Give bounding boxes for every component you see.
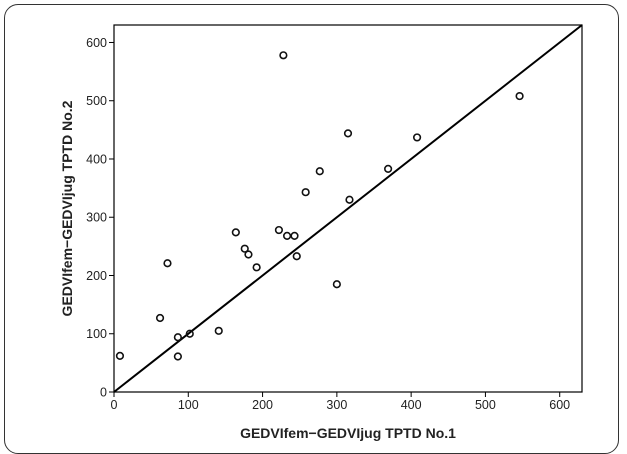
- x-tick-label: 200: [252, 398, 273, 412]
- data-point: [290, 231, 299, 240]
- x-axis-title: GEDVIfem−GEDVIjug TPTD No.1: [240, 425, 456, 441]
- y-axis-title: GEDVIfem−GEDVIjug TPTD No.2: [59, 100, 75, 316]
- y-axis: 0 100 200 300 400 500 600: [86, 36, 114, 400]
- x-tick-label: 100: [178, 398, 199, 412]
- x-tick-label: 400: [401, 398, 422, 412]
- data-point: [315, 167, 324, 176]
- data-point: [155, 313, 165, 323]
- data-point: [115, 351, 125, 360]
- data-point: [282, 231, 292, 240]
- data-points: [115, 51, 524, 361]
- data-point: [214, 326, 223, 335]
- data-point: [252, 263, 261, 272]
- data-point: [292, 252, 301, 261]
- x-axis: 0 100 200 300 400 500 600: [111, 392, 570, 412]
- identity-line: [113, 24, 583, 393]
- plot-area: [113, 24, 583, 393]
- y-tick-label: 0: [100, 386, 107, 400]
- data-point: [301, 188, 310, 197]
- data-point: [384, 164, 393, 173]
- data-point: [274, 225, 284, 235]
- data-point: [173, 333, 182, 342]
- data-point: [345, 195, 354, 204]
- y-tick-label: 600: [86, 36, 107, 50]
- x-tick-label: 0: [111, 398, 118, 412]
- data-point: [163, 259, 172, 268]
- x-tick-label: 600: [549, 398, 570, 412]
- data-point: [185, 329, 194, 338]
- data-point: [231, 228, 240, 237]
- x-tick-label: 300: [326, 398, 347, 412]
- data-point: [412, 133, 422, 142]
- y-tick-label: 200: [86, 269, 107, 283]
- data-point: [173, 352, 182, 361]
- data-point: [332, 280, 341, 289]
- y-tick-label: 500: [86, 94, 107, 108]
- data-point: [343, 129, 353, 138]
- x-tick-label: 500: [475, 398, 496, 412]
- data-point: [279, 51, 288, 60]
- y-tick-label: 400: [86, 152, 107, 166]
- data-point: [515, 91, 524, 101]
- data-point: [240, 244, 249, 253]
- y-tick-label: 100: [86, 327, 107, 341]
- scatter-chart: 0 100 200 300 400 500 600 0100200300400500600 …: [59, 24, 583, 441]
- y-tick-label: 300: [86, 211, 107, 225]
- data-point: [244, 250, 253, 259]
